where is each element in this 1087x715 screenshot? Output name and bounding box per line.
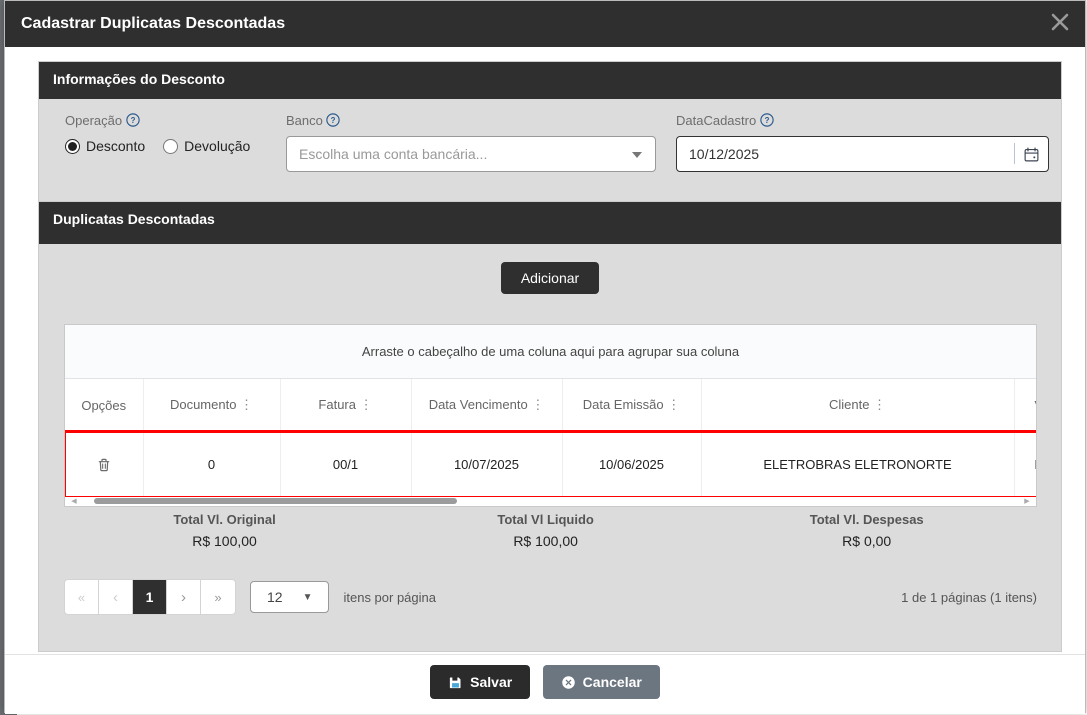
svg-text:?: ? — [764, 116, 769, 125]
svg-text:?: ? — [130, 116, 135, 125]
svg-text:?: ? — [331, 116, 336, 125]
